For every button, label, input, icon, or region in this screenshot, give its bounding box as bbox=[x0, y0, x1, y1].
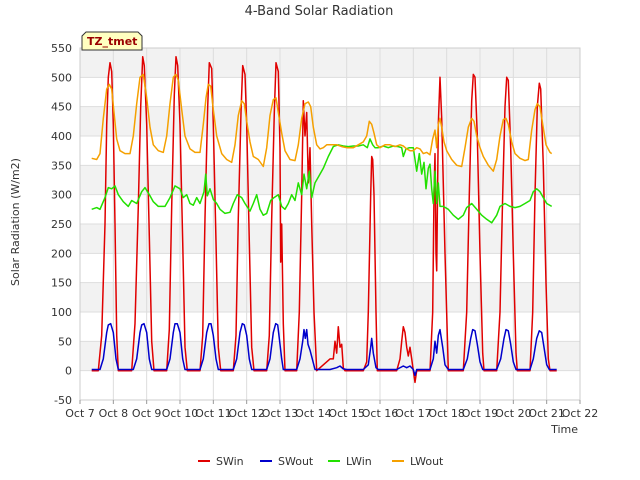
x-tick-label: Oct 14 bbox=[295, 407, 332, 420]
x-tick-label: Oct 10 bbox=[162, 407, 199, 420]
x-tick-label: Oct 12 bbox=[228, 407, 265, 420]
y-tick-label: 400 bbox=[51, 130, 72, 143]
y-tick-label: 500 bbox=[51, 71, 72, 84]
y-tick-label: 150 bbox=[51, 277, 72, 290]
x-tick-label: Oct 8 bbox=[99, 407, 129, 420]
chart-title: 4-Band Solar Radiation bbox=[245, 4, 394, 19]
x-axis-label: Time bbox=[550, 423, 578, 436]
legend-label-swout: SWout bbox=[278, 455, 314, 468]
plot-band bbox=[80, 165, 580, 195]
plot-frame bbox=[79, 47, 581, 401]
plot-band bbox=[80, 282, 580, 312]
x-tick-label: Oct 16 bbox=[362, 407, 399, 420]
x-tick-label: Oct 20 bbox=[495, 407, 532, 420]
site-badge-box bbox=[81, 31, 143, 51]
series-line-swin bbox=[91, 56, 557, 384]
x-tick-label: Oct 15 bbox=[328, 407, 365, 420]
plot-band bbox=[80, 48, 580, 78]
x-tick-label: Oct 22 bbox=[562, 407, 599, 420]
y-tick-label: 100 bbox=[51, 306, 72, 319]
y-tick-label: 50 bbox=[58, 335, 72, 348]
legend-label-lwin: LWin bbox=[346, 455, 372, 468]
x-tick-label: Oct 7 bbox=[65, 407, 95, 420]
y-axis-label: Solar Radiation (W/m2) bbox=[9, 158, 22, 286]
x-tick-label: Oct 21 bbox=[528, 407, 565, 420]
site-badge: TZ_tmet bbox=[81, 31, 143, 51]
y-tick-label: 250 bbox=[51, 218, 72, 231]
series-line-lwin bbox=[91, 138, 553, 224]
x-tick-label: Oct 18 bbox=[428, 407, 465, 420]
y-tick-label: 0 bbox=[65, 365, 72, 378]
y-tick-label: 550 bbox=[51, 42, 72, 55]
x-tick-label: Oct 11 bbox=[195, 407, 232, 420]
y-tick-label: 200 bbox=[51, 247, 72, 260]
y-tick-label: 350 bbox=[51, 159, 72, 172]
legend-label-lwout: LWout bbox=[410, 455, 444, 468]
y-axis-ticks: -50 0 50 100 150 200 250 300 350 400 450 500 550 bbox=[51, 42, 72, 407]
y-tick-label: -50 bbox=[54, 394, 72, 407]
plot-band bbox=[80, 106, 580, 136]
x-tick-label: Oct 9 bbox=[132, 407, 162, 420]
series-layer bbox=[91, 56, 557, 384]
x-tick-label: Oct 19 bbox=[462, 407, 499, 420]
legend: SWin SWout LWin LWout bbox=[198, 455, 444, 468]
x-tick-label: Oct 17 bbox=[395, 407, 432, 420]
x-tick-label: Oct 13 bbox=[262, 407, 299, 420]
y-tick-label: 300 bbox=[51, 189, 72, 202]
series-line-swout bbox=[91, 322, 557, 377]
plot-band bbox=[80, 341, 580, 371]
y-tick-label: 450 bbox=[51, 101, 72, 114]
site-badge-label: TZ_tmet bbox=[87, 35, 137, 48]
legend-label-swin: SWin bbox=[216, 455, 244, 468]
series-line-lwout bbox=[91, 73, 553, 172]
plot-band bbox=[80, 224, 580, 254]
